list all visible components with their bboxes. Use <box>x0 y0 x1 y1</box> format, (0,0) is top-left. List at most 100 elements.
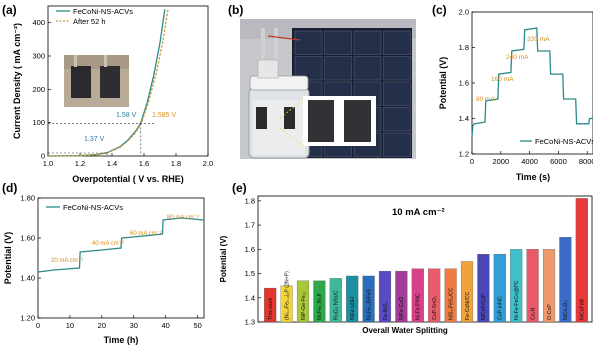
e-bar-label: NiP-Ge-Fe₁₂ <box>301 291 307 320</box>
panel-d-annotation-40: 40 mA cm⁻² <box>92 241 124 247</box>
e-bar-label: RuCu NSs/C <box>334 290 340 320</box>
a-y-tick-label: 100 <box>32 118 45 127</box>
panel-d: (d) 0 10 20 30 40 50 1.20 1.40 1.60 1.80 20 mA c… <box>2 181 205 345</box>
e-bar <box>411 268 424 323</box>
c-y-tick-label: 1.4 <box>459 114 469 123</box>
panel-c-annotation-80: 80 mA <box>476 96 495 103</box>
e-bar <box>559 237 572 323</box>
e-bar-label: Co₂N <box>530 307 536 320</box>
e-bar <box>510 249 523 323</box>
panel-c-legend-label: FeCoNi-NS-ACVs <box>535 137 593 146</box>
panel-a-ylabel: Current Density ( mA cm⁻²) <box>12 23 22 139</box>
d-x-tick-label: 50 <box>193 321 201 330</box>
d-x-tick-label: 20 <box>98 321 106 330</box>
d-x-tick-label: 10 <box>66 321 74 330</box>
panel-d-plot-frame <box>37 197 205 319</box>
e-bar-label: NiS₂-FeS₂/CC <box>448 287 454 320</box>
e-bar-label: O-CoP <box>547 304 553 320</box>
panel-c-legend: FeCoNi-NS-ACVs <box>520 137 593 146</box>
solar-cell <box>324 30 352 55</box>
solar-cell <box>383 56 411 81</box>
panel-a-annotation-1585: 1.585 V <box>152 112 176 119</box>
c-x-tick-label: 6000 <box>550 157 567 166</box>
d-series-line <box>37 217 205 273</box>
e-bar-label: (Ni₀.₇Fe₀.₃)₂P (2N+P) <box>284 271 290 320</box>
panel-a: (a) 1.0 1.2 1.4 1.6 1.8 2.0 0 100 200 300 400 1.5… <box>2 3 213 184</box>
e-bar <box>575 198 588 323</box>
e-bar <box>493 254 506 323</box>
panel-a-legend-label-2: After 52 h <box>73 17 106 26</box>
e-y-tick-label: 1.5 <box>245 269 255 278</box>
panel-d-annotation-20: 20 mA cm⁻² <box>51 258 83 264</box>
c-x-tick-label: 2000 <box>492 157 509 166</box>
panel-a-annotation-158: 1.58 V <box>116 112 137 119</box>
e-bar <box>526 249 539 323</box>
e-bar <box>264 287 277 323</box>
c-y-tick-label: 2.0 <box>459 8 469 17</box>
panel-b-photo <box>240 19 416 159</box>
c-x-tick-label: 0 <box>470 157 474 166</box>
c-series-line <box>471 27 593 137</box>
solar-cell <box>383 81 411 106</box>
panel-a-annotation-137: 1.37 V <box>84 136 105 143</box>
a-y-tick-label: 0 <box>41 152 45 161</box>
panel-d-legend-label: FeCoNi-NS-ACVs <box>63 203 123 212</box>
panel-d-label: (d) <box>2 181 17 195</box>
panel-c-annotation-320: 320 mA <box>527 36 550 43</box>
a-x-tick-label: 1.4 <box>107 159 117 168</box>
e-bar <box>460 261 474 323</box>
e-bar-label: NiFe-CoO <box>399 297 405 320</box>
d-x-tick-label: 0 <box>36 321 40 330</box>
c-y-tick-label: 1.8 <box>459 43 469 52</box>
solar-cell <box>353 30 382 55</box>
e-bar-label: CoP-SnO₂ <box>432 296 438 320</box>
e-bar-label: Ni₂Fe₁₂Ni₂P <box>317 292 323 320</box>
panel-e-label: (e) <box>232 181 247 195</box>
solar-cell <box>383 107 411 132</box>
a-y-tick-label: 300 <box>32 52 45 61</box>
c-y-tick-label: 1.2 <box>459 150 469 159</box>
e-bar-label: Fe-CoNi/CC <box>465 292 471 320</box>
beaker-lid <box>249 75 309 91</box>
solar-cell <box>383 30 411 55</box>
a-x-tick-label: 1.8 <box>171 159 181 168</box>
e-bar-label: NiFe LDH <box>350 297 356 320</box>
panel-a-plot-frame <box>47 5 209 157</box>
panel-c-ylabel: Potential (V) <box>438 57 448 110</box>
e-bar-label: CoP-InNC <box>498 296 504 320</box>
e-bar <box>362 275 375 323</box>
panel-d-legend: FeCoNi-NS-ACVs <box>46 203 123 212</box>
a-x-tick-label: 2.0 <box>203 159 213 168</box>
a-x-tick-label: 1.0 <box>43 159 53 168</box>
e-bar-label: Fe-NiS₂ <box>383 302 389 320</box>
panel-a-xlabel: Overpotential ( V vs. RHE) <box>72 174 184 184</box>
e-bar-label: Ni-Fe-P/NC <box>416 293 422 320</box>
e-bar-label: Ni₂Fe₁₂NiFeS <box>366 288 372 320</box>
panel-e-plot-frame <box>257 195 593 323</box>
panel-c: (c) 0 2000 4000 6000 8000 1.2 1.4 1.6 1.8 2.0 80… <box>432 3 593 182</box>
panel-c-annotation-160: 160 mA <box>491 76 514 83</box>
panel-a-legend: FeCoNi-NS-ACVs After 52 h <box>56 7 133 26</box>
d-y-tick-label: 1.40 <box>20 274 35 283</box>
d-y-tick-label: 1.60 <box>20 234 35 243</box>
panel-b: (b) <box>228 3 416 159</box>
e-bar-label: Ni-Fe-FeCo@PC <box>514 280 520 320</box>
e-bar <box>477 254 490 323</box>
d-x-tick-label: 40 <box>162 321 170 330</box>
e-bar <box>444 268 457 323</box>
c-x-tick-label: 4000 <box>521 157 538 166</box>
e-y-tick-label: 1.3 <box>245 318 255 327</box>
panel-d-ylabel: Potential (V) <box>3 232 13 285</box>
panel-d-xlabel: Time (h) <box>104 335 139 345</box>
c-y-tick-label: 1.6 <box>459 79 469 88</box>
solar-cell <box>324 56 352 81</box>
panel-c-label: (c) <box>432 3 447 17</box>
panel-c-plot-frame <box>471 11 593 155</box>
panel-b-label: (b) <box>228 3 243 17</box>
solar-cell <box>294 30 323 55</box>
e-bar <box>296 280 310 323</box>
panel-e-ylabel: Potential (V) <box>219 235 228 282</box>
e-y-tick-label: 1.6 <box>245 245 255 254</box>
e-bar <box>542 249 556 323</box>
